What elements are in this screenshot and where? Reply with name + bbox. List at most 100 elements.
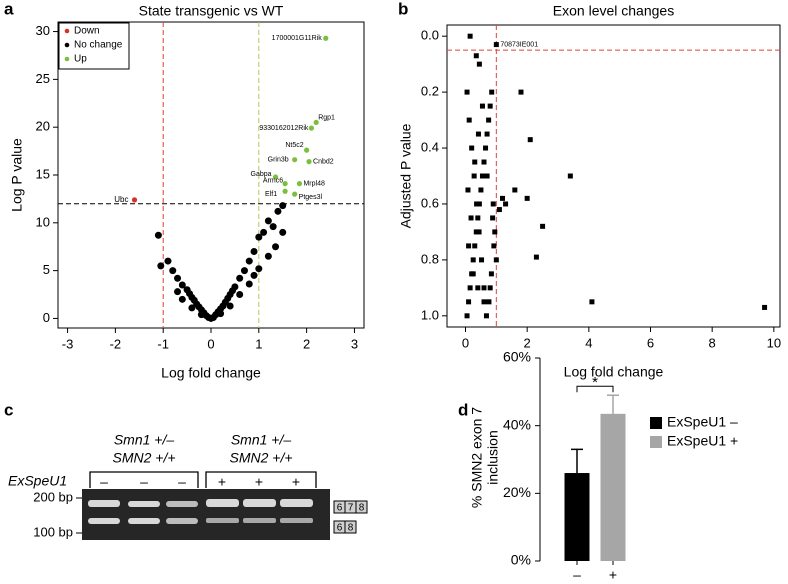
point — [469, 145, 475, 151]
genotype-label: SMN2 +/+ — [229, 450, 292, 466]
legend-marker — [64, 28, 70, 34]
size-marker: 100 bp — [33, 524, 73, 539]
band-label: 8 — [348, 523, 354, 534]
band-box — [355, 500, 368, 514]
point — [490, 201, 496, 207]
point — [472, 159, 478, 165]
point — [466, 117, 472, 123]
point — [264, 252, 272, 260]
x-tick-label: 3 — [351, 336, 358, 351]
point — [470, 271, 476, 277]
y-tick-label: 10 — [36, 214, 50, 229]
point — [154, 231, 162, 239]
point-label: Cnbd2 — [313, 158, 334, 165]
x-axis-label: Log fold change — [564, 364, 664, 380]
point — [236, 291, 244, 299]
x-tick-label: 0 — [462, 335, 469, 350]
legend-label: Down — [74, 26, 100, 37]
point — [304, 147, 310, 153]
point — [470, 257, 476, 263]
y-tick-label: 0% — [511, 552, 531, 568]
point — [169, 267, 177, 275]
point — [308, 125, 315, 131]
point — [245, 257, 253, 265]
point — [489, 89, 495, 95]
panel-label: b — [398, 0, 408, 18]
point — [272, 243, 280, 251]
point — [282, 181, 288, 187]
genotype-label: Smn1 +/– — [114, 432, 175, 448]
band-label: 8 — [359, 503, 365, 514]
point — [512, 187, 518, 193]
point — [476, 61, 482, 67]
point — [474, 201, 480, 207]
point — [465, 187, 471, 193]
x-tick-label: 6 — [647, 335, 654, 350]
point — [483, 145, 489, 151]
legend-marker — [64, 42, 70, 48]
point — [279, 228, 287, 236]
point — [481, 285, 487, 291]
point — [496, 207, 502, 213]
point-label: Armc6 — [263, 177, 283, 184]
x-tick-label: 8 — [709, 335, 716, 350]
panel-label: c — [4, 400, 13, 419]
gel-image — [82, 489, 330, 540]
legend-marker — [64, 56, 70, 62]
significance-bracket — [576, 385, 614, 393]
marker-ticks — [76, 497, 82, 534]
gel-brackets — [89, 471, 317, 488]
x-tick-label: + — [609, 567, 617, 583]
legend-label: ExSpeU1 – — [667, 414, 738, 430]
point — [491, 243, 497, 249]
plot-frame — [446, 24, 781, 328]
point-label: Gabpa — [251, 171, 272, 178]
point — [250, 271, 258, 279]
point — [476, 229, 482, 235]
y-tick-label: 25 — [36, 71, 50, 86]
point — [527, 137, 533, 143]
y-tick-label: 0.8 — [421, 251, 439, 266]
y-tick-label: 5 — [43, 262, 50, 277]
point — [217, 310, 225, 318]
panel-label: d — [458, 400, 468, 419]
point — [473, 229, 479, 235]
point — [540, 223, 546, 229]
point — [488, 271, 494, 277]
point-label: Elf1 — [265, 191, 277, 198]
point — [481, 299, 487, 305]
point — [476, 201, 482, 207]
y-tick-label: 0.6 — [421, 195, 439, 210]
point — [157, 262, 165, 270]
point-label: 70873IE001 — [500, 41, 538, 48]
point — [475, 215, 481, 221]
y-tick-label: 20 — [36, 119, 50, 134]
size-marker: 200 bp — [33, 489, 73, 504]
point — [492, 229, 498, 235]
lane-label: + — [255, 474, 263, 490]
y-tick-label: 20% — [503, 484, 531, 500]
x-tick-label: 0 — [207, 336, 214, 351]
point — [197, 311, 205, 319]
point — [174, 274, 182, 282]
x-tick-label: 2 — [524, 335, 531, 350]
legend-swatch — [650, 417, 662, 429]
legend-label: Up — [74, 54, 87, 65]
genotype-label: Smn1 +/– — [231, 432, 292, 448]
point — [479, 173, 485, 179]
point — [240, 267, 248, 275]
y-tick-label: 30 — [36, 23, 50, 38]
point — [255, 265, 263, 273]
bar — [564, 473, 590, 561]
legend-box — [58, 22, 130, 70]
point-label: 9330162012Rik — [259, 125, 309, 132]
point — [493, 257, 499, 263]
point — [524, 195, 530, 201]
point — [188, 304, 196, 312]
point — [236, 274, 244, 282]
band-label: 6 — [337, 503, 343, 514]
y-tick-label: 0.0 — [421, 28, 439, 43]
lane-label: – — [140, 474, 148, 490]
point — [131, 197, 138, 203]
